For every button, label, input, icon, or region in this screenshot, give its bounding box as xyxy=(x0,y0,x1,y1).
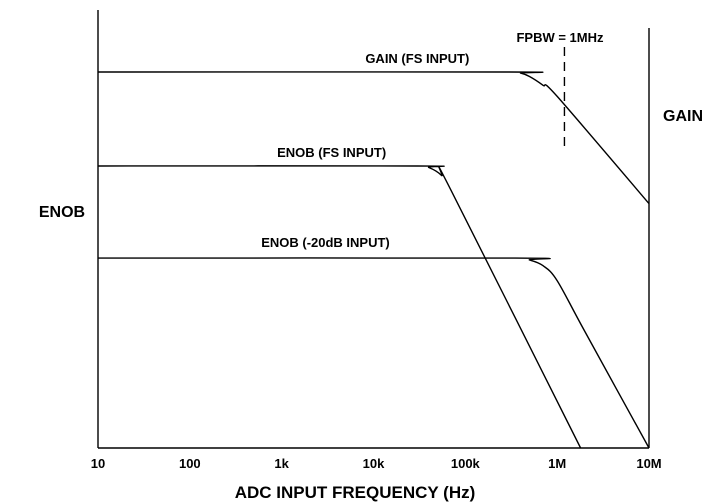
curves xyxy=(97,71,650,449)
y-axis-right-title: GAIN xyxy=(663,108,703,125)
enob-fs-input-curve xyxy=(97,165,582,449)
fpbw-label: FPBW = 1MHz xyxy=(516,30,604,45)
x-tick-label: 100 xyxy=(179,456,201,471)
enob-minus20db-input-curve xyxy=(97,257,650,449)
axes xyxy=(97,10,650,449)
x-tick-label: 10 xyxy=(91,456,105,471)
y-axis-left-title: ENOB xyxy=(39,204,85,221)
enob-fs-input-curve-label: ENOB (FS INPUT) xyxy=(277,145,386,160)
curve-labels: GAIN (FS INPUT) ENOB (FS INPUT) ENOB (-20d… xyxy=(261,51,469,250)
gain-fs-input-curve xyxy=(97,71,650,205)
enob-minus20db-input-curve-label: ENOB (-20dB INPUT) xyxy=(261,235,390,250)
x-tick-label: 1M xyxy=(548,456,566,471)
x-tick-label: 1k xyxy=(274,456,289,471)
x-tick-label: 10M xyxy=(636,456,661,471)
x-tick-labels: 10 100 1k 10k 100k 1M 10M xyxy=(91,456,662,471)
x-tick-label: 10k xyxy=(363,456,385,471)
x-tick-label: 100k xyxy=(451,456,481,471)
gain-fs-input-curve-label: GAIN (FS INPUT) xyxy=(365,51,469,66)
x-axis-title: ADC INPUT FREQUENCY (Hz) xyxy=(235,483,476,502)
annotations: FPBW = 1MHz xyxy=(516,30,604,150)
